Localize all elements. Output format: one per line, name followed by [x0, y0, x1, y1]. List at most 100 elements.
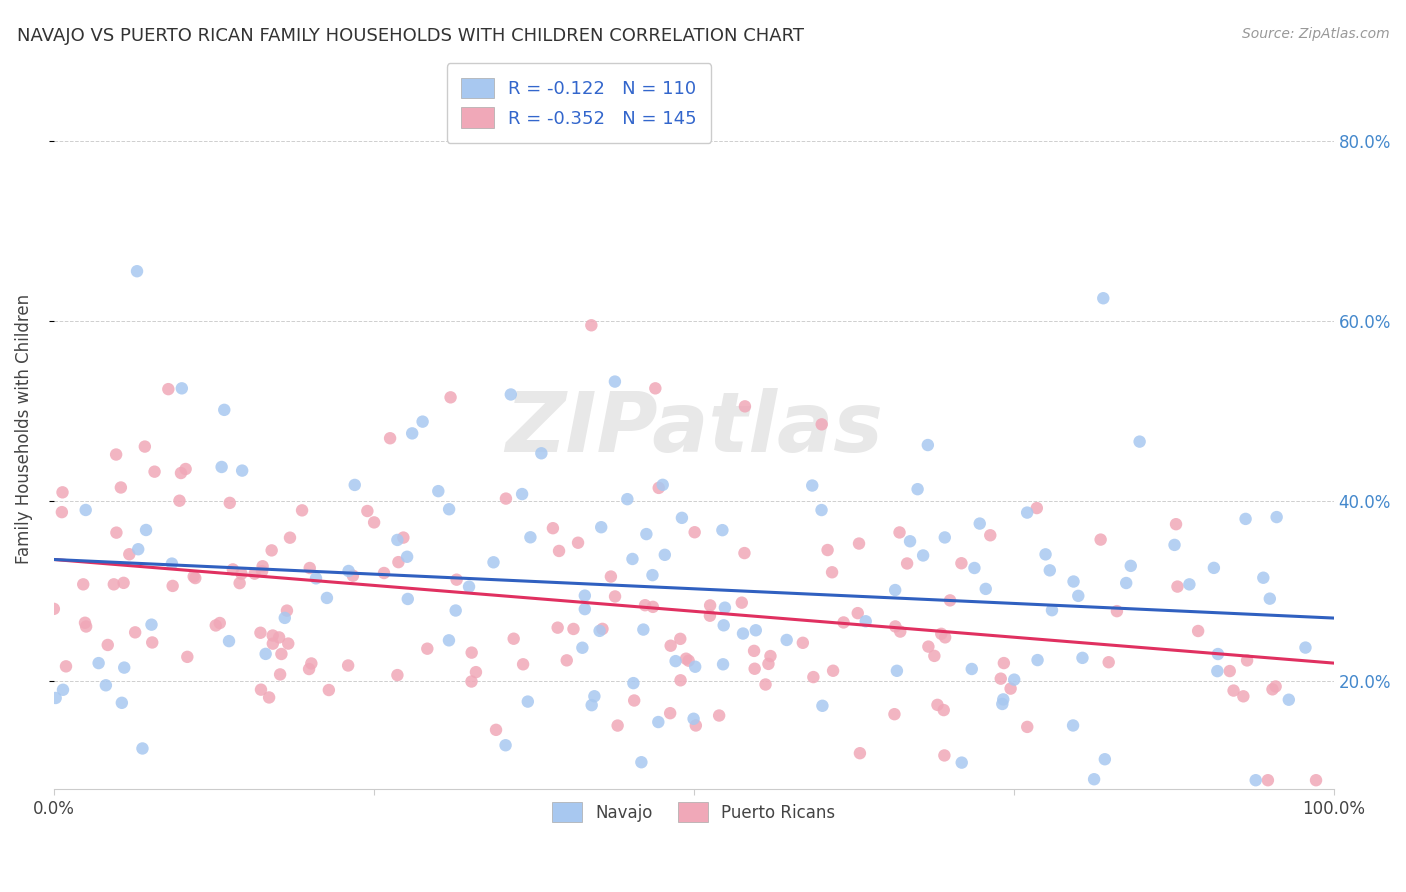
Point: [1119, 558, 1142, 573]
Point: [567, 535, 589, 549]
Point: [832, 615, 855, 630]
Point: [228, 576, 250, 591]
Point: [669, 632, 692, 646]
Point: [318, 683, 340, 698]
Point: [821, 566, 844, 580]
Point: [231, 464, 253, 478]
Point: [541, 521, 564, 535]
Point: [1094, 752, 1116, 766]
Point: [647, 714, 669, 729]
Point: [222, 562, 245, 576]
Point: [811, 698, 834, 713]
Point: [1098, 655, 1121, 669]
Point: [849, 746, 872, 760]
Point: [744, 662, 766, 676]
Point: [276, 604, 298, 618]
Point: [707, 708, 730, 723]
Point: [1178, 577, 1201, 591]
Point: [671, 511, 693, 525]
Point: [641, 568, 664, 582]
Point: [73, 615, 96, 630]
Point: [465, 665, 488, 680]
Point: [75, 503, 97, 517]
Point: [599, 569, 621, 583]
Point: [134, 440, 156, 454]
Point: [111, 696, 134, 710]
Point: [260, 543, 283, 558]
Point: [269, 667, 291, 681]
Point: [616, 492, 638, 507]
Point: [641, 599, 664, 614]
Point: [548, 544, 571, 558]
Point: [51, 485, 73, 500]
Point: [939, 593, 962, 607]
Point: [143, 465, 166, 479]
Point: [630, 756, 652, 770]
Point: [342, 568, 364, 582]
Point: [979, 528, 1001, 542]
Point: [974, 582, 997, 596]
Point: [363, 516, 385, 530]
Point: [934, 531, 956, 545]
Point: [792, 636, 814, 650]
Point: [1039, 563, 1062, 577]
Point: [1187, 624, 1209, 638]
Point: [337, 658, 360, 673]
Point: [1236, 653, 1258, 667]
Point: [378, 431, 401, 445]
Point: [277, 637, 299, 651]
Text: Source: ZipAtlas.com: Source: ZipAtlas.com: [1241, 27, 1389, 41]
Point: [1040, 603, 1063, 617]
Point: [482, 555, 505, 569]
Point: [243, 566, 266, 581]
Point: [758, 657, 780, 671]
Point: [1062, 718, 1084, 732]
Point: [1063, 574, 1085, 589]
Point: [1278, 692, 1301, 706]
Point: [659, 706, 682, 721]
Point: [991, 697, 1014, 711]
Point: [118, 547, 141, 561]
Point: [581, 698, 603, 713]
Point: [204, 618, 226, 632]
Point: [929, 627, 952, 641]
Point: [711, 657, 734, 672]
Point: [274, 611, 297, 625]
Point: [387, 668, 409, 682]
Point: [1166, 580, 1188, 594]
Point: [1083, 772, 1105, 787]
Point: [591, 520, 613, 534]
Point: [269, 631, 291, 645]
Point: [170, 466, 193, 480]
Point: [427, 484, 450, 499]
Point: [889, 624, 911, 639]
Point: [950, 556, 973, 570]
Point: [519, 530, 541, 544]
Point: [45, 690, 67, 705]
Point: [1258, 591, 1281, 606]
Point: [810, 503, 832, 517]
Point: [1129, 434, 1152, 449]
Point: [993, 692, 1015, 706]
Point: [846, 606, 869, 620]
Point: [250, 682, 273, 697]
Point: [1035, 547, 1057, 561]
Point: [1265, 510, 1288, 524]
Point: [571, 640, 593, 655]
Point: [437, 502, 460, 516]
Point: [742, 644, 765, 658]
Point: [305, 571, 328, 585]
Point: [898, 534, 921, 549]
Point: [924, 648, 946, 663]
Point: [184, 571, 207, 585]
Text: ZIPatlas: ZIPatlas: [505, 388, 883, 469]
Point: [387, 555, 409, 569]
Point: [444, 603, 467, 617]
Point: [103, 577, 125, 591]
Point: [588, 624, 610, 638]
Point: [636, 527, 658, 541]
Point: [606, 718, 628, 732]
Point: [105, 448, 128, 462]
Point: [574, 589, 596, 603]
Point: [591, 622, 613, 636]
